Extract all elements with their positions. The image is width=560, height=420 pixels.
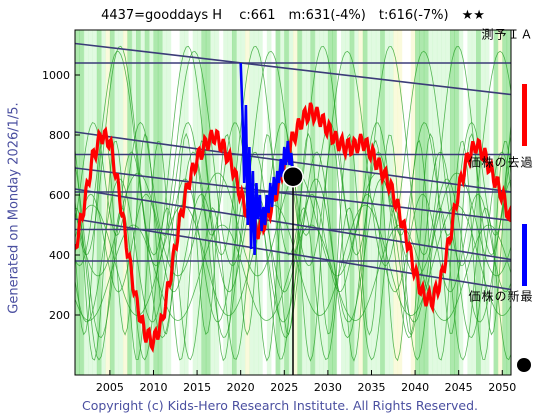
background-band [345,30,351,375]
background-band [88,30,93,375]
x-tick-label: 2045 [445,381,473,394]
copyright-text: Copyright (c) Kids-Hero Research Institu… [81,398,479,413]
background-band [236,30,242,375]
background-band [332,30,338,375]
plot-lines [75,42,511,375]
y-tick-label: 600 [49,189,70,202]
background-band [367,30,372,375]
y-tick-label: 800 [49,129,70,142]
trend-line [75,42,511,96]
x-tick-label: 2040 [401,381,429,394]
latest-price-dot [282,165,304,188]
legend-past-price-label: 過去の株価 [467,156,533,168]
background-band [375,30,381,375]
background-band [197,30,202,375]
background-band [476,30,481,375]
background-band [114,30,120,375]
background-band [484,30,490,375]
background-band [493,30,499,375]
background-band [301,30,307,375]
background-band [419,30,425,375]
background-band [192,30,198,375]
background-band [101,30,107,375]
background-band [205,30,211,375]
background-band [402,30,407,375]
background-band [323,30,329,375]
background-band [92,30,98,375]
background-band [166,30,172,375]
legend-latest-price-dot [517,358,531,372]
background-band [223,30,229,375]
background-band [441,30,447,375]
background-band [210,30,216,375]
background-band [218,30,224,375]
background-band [506,30,511,375]
background-band [162,30,168,375]
legend-latest-price-label: 最新の株価 [467,290,533,302]
background-band [96,30,102,375]
legend-ai-forecast-label: ＡＩ予測 [480,28,533,40]
background-band [262,30,268,375]
background-band [310,30,316,375]
background-band [184,30,189,375]
background-band [349,30,355,375]
background-band [284,30,290,375]
x-tick-label: 2030 [314,381,342,394]
background-band [214,30,220,375]
background-band [489,30,495,375]
x-tick-label: 2035 [357,381,385,394]
y-tick-label: 1000 [42,69,70,82]
background-band [188,30,194,375]
background-band [144,30,150,375]
x-tick-label: 2005 [96,381,124,394]
background-band [131,30,137,375]
background-band [463,30,468,375]
background-band [279,30,285,375]
x-tick-label: 2010 [139,381,167,394]
background-band [227,30,233,375]
background-band [380,30,386,375]
background-band [136,30,141,375]
background-band [306,30,311,375]
background-band [288,30,294,375]
background-band [127,30,133,375]
background-band [327,30,333,375]
background-band [471,30,477,375]
background-band [340,30,346,375]
background-band [410,30,416,375]
background-band [371,30,377,375]
x-tick-label: 2020 [227,381,255,394]
background-band [428,30,434,375]
background-band [79,30,85,375]
x-tick-label: 2015 [183,381,211,394]
background-band [449,30,455,375]
plot-frame [74,29,512,376]
x-tick-label: 2025 [270,381,298,394]
background-band [406,30,412,375]
background-band [231,30,237,375]
legend-past-price-swatch [522,224,527,286]
background-band [293,30,298,375]
x-tick-label: 2050 [488,381,516,394]
background-band [336,30,342,375]
legend: ＡＩ予測 過去の株価 最新の株価 [467,28,558,383]
background-band [75,30,80,375]
background-band [458,30,464,375]
background-band [319,30,325,375]
y-tick-label: 400 [49,249,70,262]
background-band [397,30,403,375]
y-tick-label: 200 [49,309,70,322]
background-band [497,30,503,375]
series-past-price [239,62,295,256]
background-band [384,30,390,375]
axes: 2005 2010 2015 2020 2025 2030 2035 2040 2045 2050… [42,69,516,394]
background-band [170,30,176,375]
chart-title: 4437=gooddays H c:661 m:631(-4%) t:616(-… [101,8,485,23]
legend-ai-forecast-swatch [522,84,527,146]
series-ai-forecast [75,102,511,354]
